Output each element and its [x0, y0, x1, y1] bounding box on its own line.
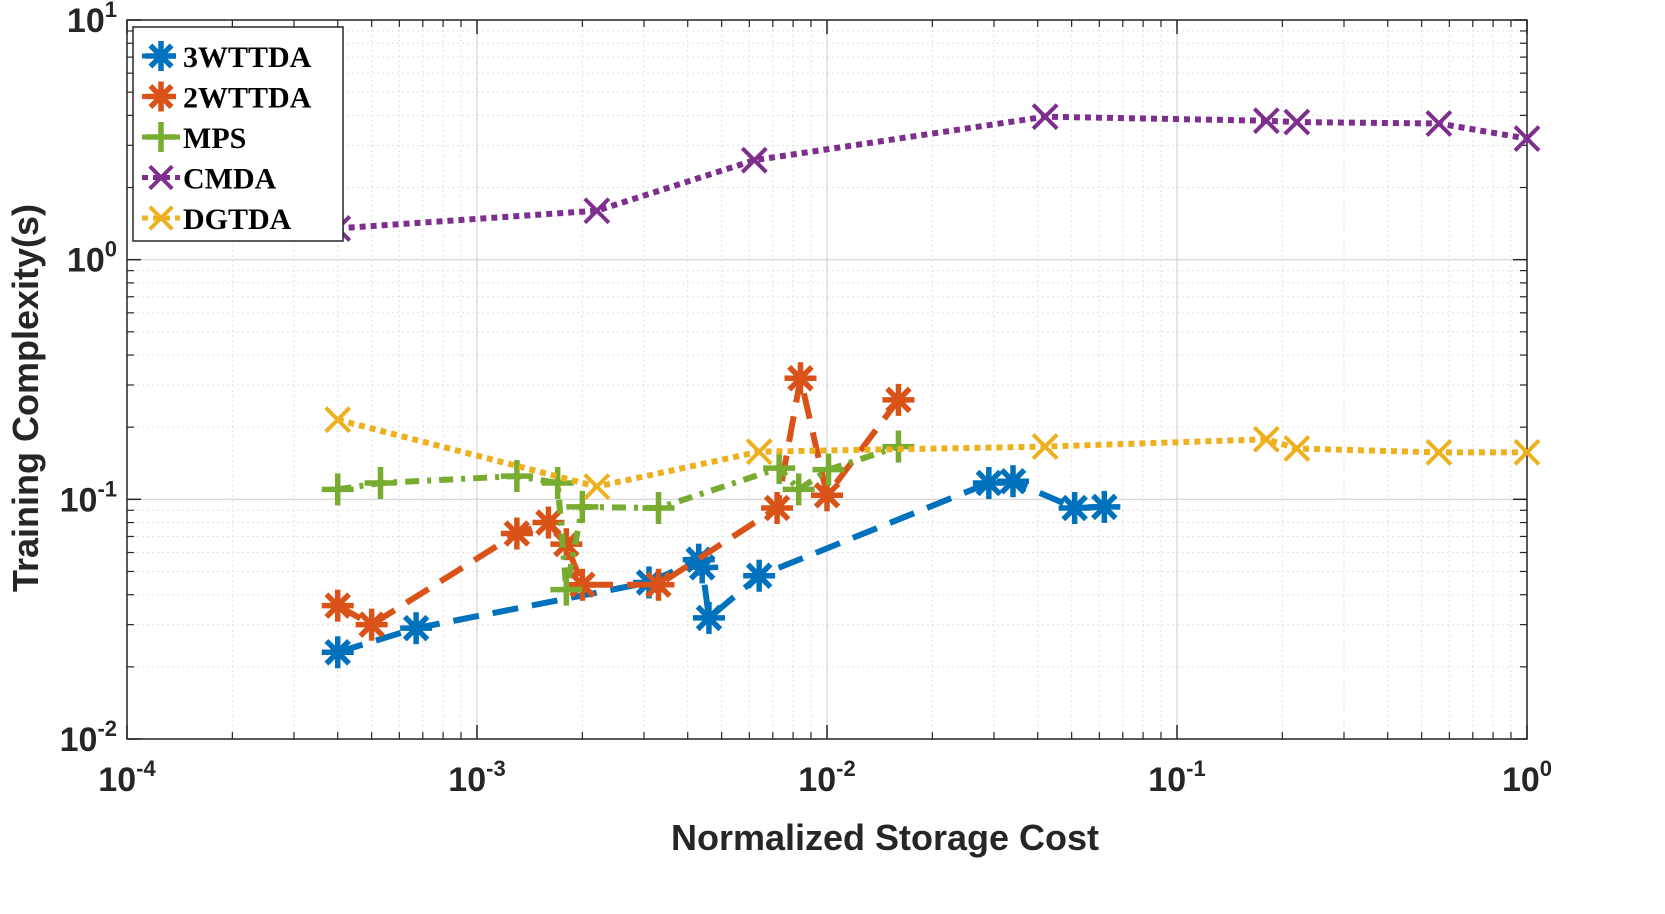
legend-entry-mps: MPS: [142, 122, 246, 155]
data-point: [1425, 438, 1453, 466]
legend-entry-3wttda: 3WTTDA: [142, 41, 312, 74]
data-point: [1283, 435, 1311, 462]
data-point: [324, 406, 352, 434]
legend: 3WTTDA 2WTTDA MPS CMDA DGTDA: [132, 26, 344, 242]
y-tick-label: 100: [67, 237, 117, 280]
x-tick-label: 10-2: [798, 756, 855, 799]
data-point: [1513, 125, 1541, 153]
legend-entry-dgtda: DGTDA: [142, 203, 292, 236]
legend-marker: [146, 122, 176, 152]
data-point: [400, 612, 433, 645]
data-point: [532, 506, 565, 539]
legend-label: 2WTTDA: [183, 82, 312, 115]
data-point: [1252, 107, 1280, 135]
data-point: [745, 438, 773, 466]
legend-label: CMDA: [183, 163, 277, 196]
data-point: [784, 362, 817, 395]
series-dgtda: [324, 406, 1541, 501]
data-point: [500, 517, 533, 550]
data-point: [583, 197, 611, 225]
data-point: [1252, 425, 1280, 453]
y-tick-label: 101: [67, 0, 117, 40]
data-point: [541, 466, 574, 499]
legend-label: 3WTTDA: [183, 41, 312, 74]
data-point: [1513, 438, 1541, 466]
data-point: [812, 453, 845, 486]
legend-entry-2wttda: 2WTTDA: [142, 81, 312, 115]
series-line-3wttda: [336, 478, 1105, 656]
data-point: [355, 608, 388, 641]
data-point: [1031, 103, 1059, 131]
axis-ticks: [126, 19, 1528, 740]
series-cmda: [324, 103, 1541, 242]
x-tick-label: 10-3: [448, 756, 505, 799]
data-point: [782, 473, 815, 506]
y-tick-labels: 10-2 10-1 100 101: [60, 0, 117, 759]
series-line-cmda: [337, 113, 1528, 232]
data-point: [1283, 108, 1311, 136]
legend-entry-cmda: CMDA: [142, 163, 277, 196]
data-point: [550, 573, 583, 606]
data-point: [583, 473, 611, 501]
data-point: [1031, 433, 1059, 460]
legend-marker: [146, 81, 176, 112]
data-point: [642, 492, 675, 525]
data-point: [740, 146, 768, 174]
y-tick-label: 10-1: [60, 476, 117, 519]
data-point: [763, 452, 796, 485]
data-point: [321, 636, 354, 669]
data-point: [642, 568, 675, 601]
legend-marker: [148, 164, 174, 191]
legend-label: MPS: [183, 122, 246, 155]
series-layer: [321, 103, 1541, 669]
data-point: [1058, 492, 1091, 525]
x-tick-label: 100: [1502, 756, 1552, 799]
y-axis-label: Training Complexity(s): [5, 204, 46, 592]
x-axis-label: Normalized Storage Cost: [671, 817, 1099, 858]
data-point: [566, 490, 599, 523]
x-tick-label: 10-4: [98, 756, 156, 799]
legend-marker: [148, 205, 174, 231]
x-tick-labels: 10-4 10-3 10-2 10-1 100: [98, 756, 1552, 799]
data-point: [1088, 490, 1121, 523]
data-point: [500, 460, 533, 493]
series-2wttda: [321, 362, 915, 641]
data-point: [321, 589, 354, 622]
data-point: [743, 559, 776, 592]
data-point: [882, 383, 915, 416]
legend-marker: [146, 41, 176, 71]
legend-label: DGTDA: [183, 203, 292, 236]
data-point: [761, 492, 794, 525]
data-point: [321, 473, 354, 506]
data-point: [1425, 110, 1453, 137]
y-tick-label: 10-2: [60, 716, 117, 759]
series-line-2wttda: [336, 377, 901, 629]
data-point: [364, 466, 397, 499]
x-tick-label: 10-1: [1148, 756, 1205, 799]
data-point: [997, 465, 1030, 498]
series-line-dgtda: [336, 416, 1527, 490]
data-point: [972, 466, 1005, 499]
data-point: [692, 601, 725, 634]
